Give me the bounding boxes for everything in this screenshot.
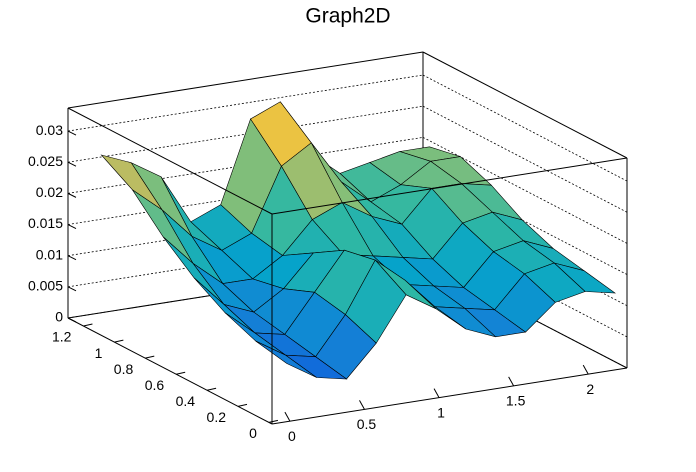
y-tick xyxy=(206,387,217,391)
y-tick-label: 1.2 xyxy=(52,329,72,345)
chart-title: Graph2D xyxy=(305,5,390,28)
z-tick-label: 0 xyxy=(55,309,63,325)
z-tick-label: 0.015 xyxy=(28,215,63,231)
y-tick xyxy=(114,339,124,343)
z-tick xyxy=(67,224,77,229)
y-tick-label: 0.8 xyxy=(114,361,134,377)
y-tick xyxy=(145,355,155,359)
box-edge xyxy=(271,157,628,215)
z-tick xyxy=(67,161,77,167)
x-tick-label: 1 xyxy=(437,404,445,420)
x-tick xyxy=(582,364,589,375)
y-tick-label: 0.4 xyxy=(176,393,196,409)
x-tick-label: 0 xyxy=(288,428,296,444)
x-tick-label: 0.5 xyxy=(357,416,377,432)
grid-line xyxy=(67,74,424,132)
x-tick xyxy=(284,411,291,422)
box-edge xyxy=(271,367,628,425)
z-tick xyxy=(67,255,77,261)
z-tick-label: 0.03 xyxy=(36,122,63,138)
z-tick xyxy=(67,286,77,292)
y-tick xyxy=(176,371,186,375)
z-tick-label: 0.005 xyxy=(28,278,63,294)
box-edge xyxy=(67,51,424,109)
z-tick xyxy=(67,192,77,198)
x-tick xyxy=(359,400,365,410)
z-tick xyxy=(67,130,77,136)
x-tick-label: 1.5 xyxy=(506,393,526,409)
x-tick xyxy=(433,388,440,398)
surface-cell xyxy=(255,340,317,378)
z-tick-label: 0.02 xyxy=(36,184,63,200)
x-tick-label: 2 xyxy=(586,381,594,397)
y-tick-label: 0.6 xyxy=(145,377,165,393)
z-tick-label: 0.025 xyxy=(28,153,63,169)
y-tick xyxy=(268,419,279,423)
y-tick xyxy=(237,403,248,407)
box-edge xyxy=(67,317,273,425)
y-tick-label: 1 xyxy=(95,345,103,361)
z-tick-label: 0.01 xyxy=(36,246,63,262)
y-tick-label: 0 xyxy=(249,425,257,441)
y-tick xyxy=(83,323,93,327)
box-edge xyxy=(67,107,273,215)
box-edge xyxy=(422,51,628,159)
y-tick-label: 0.2 xyxy=(207,409,227,425)
x-tick xyxy=(508,376,515,387)
